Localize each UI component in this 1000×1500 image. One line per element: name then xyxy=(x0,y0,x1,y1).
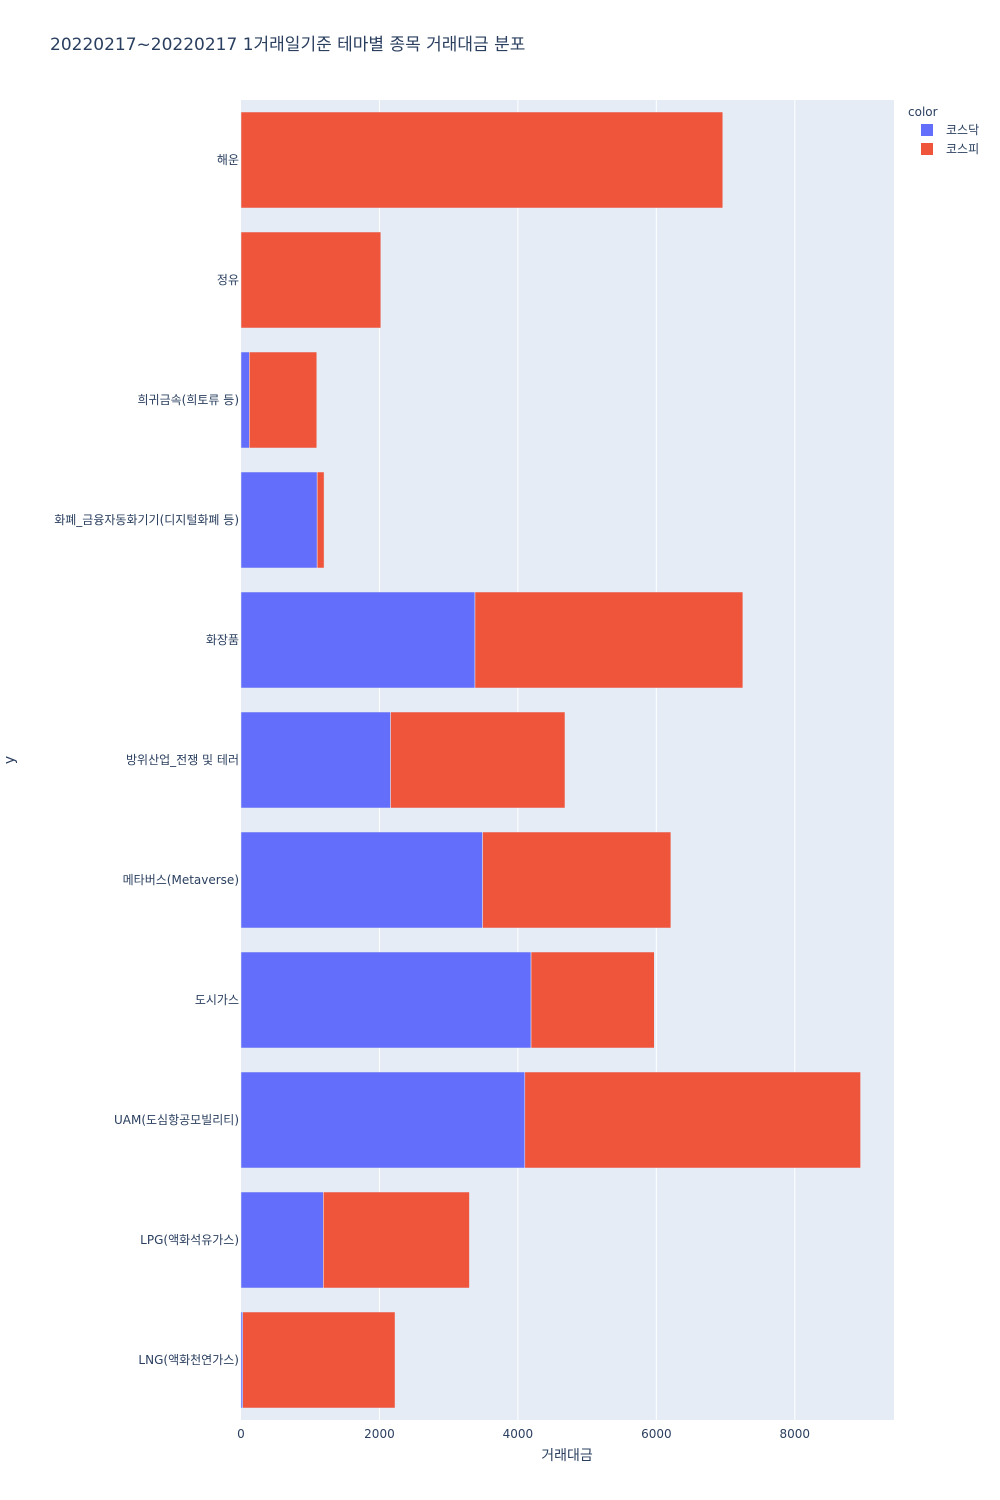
bar-코스닥 xyxy=(240,1071,526,1169)
y-tick-label: 화장품 xyxy=(206,633,239,647)
legend-swatch xyxy=(921,124,933,136)
bar-코스닥 xyxy=(240,1191,324,1289)
bar-코스닥 xyxy=(240,711,391,809)
y-tick-label: 도시가스 xyxy=(195,993,239,1007)
bar-코스피 xyxy=(240,231,382,329)
bar-코스피 xyxy=(482,831,672,929)
bar-코스피 xyxy=(240,111,724,209)
y-tick-label: 방위산업_전쟁 및 테러 xyxy=(126,753,239,767)
bar-코스피 xyxy=(242,1311,396,1409)
x-axis-title: 거래대금 xyxy=(541,1448,593,1464)
y-tick-label: LPG(액화석유가스) xyxy=(140,1233,239,1247)
bar-코스닥 xyxy=(240,471,318,569)
bars xyxy=(240,111,861,1409)
bar-코스피 xyxy=(524,1071,861,1169)
y-tick-label: 정유 xyxy=(217,273,239,287)
bar-코스피 xyxy=(323,1191,470,1289)
y-axis-title: y xyxy=(2,756,18,764)
chart-title: 20220217~20220217 1거래일기준 테마별 종목 거래대금 분포 xyxy=(50,35,525,55)
y-tick-label: 희귀금속(희토류 등) xyxy=(138,393,240,407)
bar-코스피 xyxy=(249,351,318,449)
bar-코스피 xyxy=(530,951,655,1049)
y-tick-label: LNG(액화천연가스) xyxy=(138,1352,239,1367)
legend-swatch xyxy=(921,143,933,155)
y-tick-label: 메타버스(Metaverse) xyxy=(123,873,239,887)
y-tick-label: 해운 xyxy=(217,153,239,167)
y-tick-label: 화폐_금융자동화기기(디지털화폐 등) xyxy=(54,513,239,527)
bar-코스닥 xyxy=(240,591,476,689)
bar-코스피 xyxy=(316,471,325,569)
bar-코스피 xyxy=(390,711,566,809)
x-tick-label: 0 xyxy=(237,1427,245,1441)
legend-label: 코스피 xyxy=(946,142,979,156)
x-tick-label: 4000 xyxy=(503,1427,534,1441)
x-tick-label: 6000 xyxy=(641,1427,672,1441)
bar-코스닥 xyxy=(240,951,532,1049)
x-tick-label: 2000 xyxy=(364,1427,395,1441)
bar-코스닥 xyxy=(240,351,250,449)
x-tick-label: 8000 xyxy=(780,1427,811,1441)
legend-title: color xyxy=(908,105,938,119)
y-tick-label: UAM(도심항공모빌리티) xyxy=(114,1113,239,1127)
bar-코스닥 xyxy=(240,831,483,929)
legend-label: 코스닥 xyxy=(946,123,979,137)
x-tick-labels: 0 2000 4000 6000 8000 xyxy=(237,1427,810,1441)
bar-코스닥 xyxy=(240,1311,243,1409)
bar-코스피 xyxy=(474,591,744,689)
